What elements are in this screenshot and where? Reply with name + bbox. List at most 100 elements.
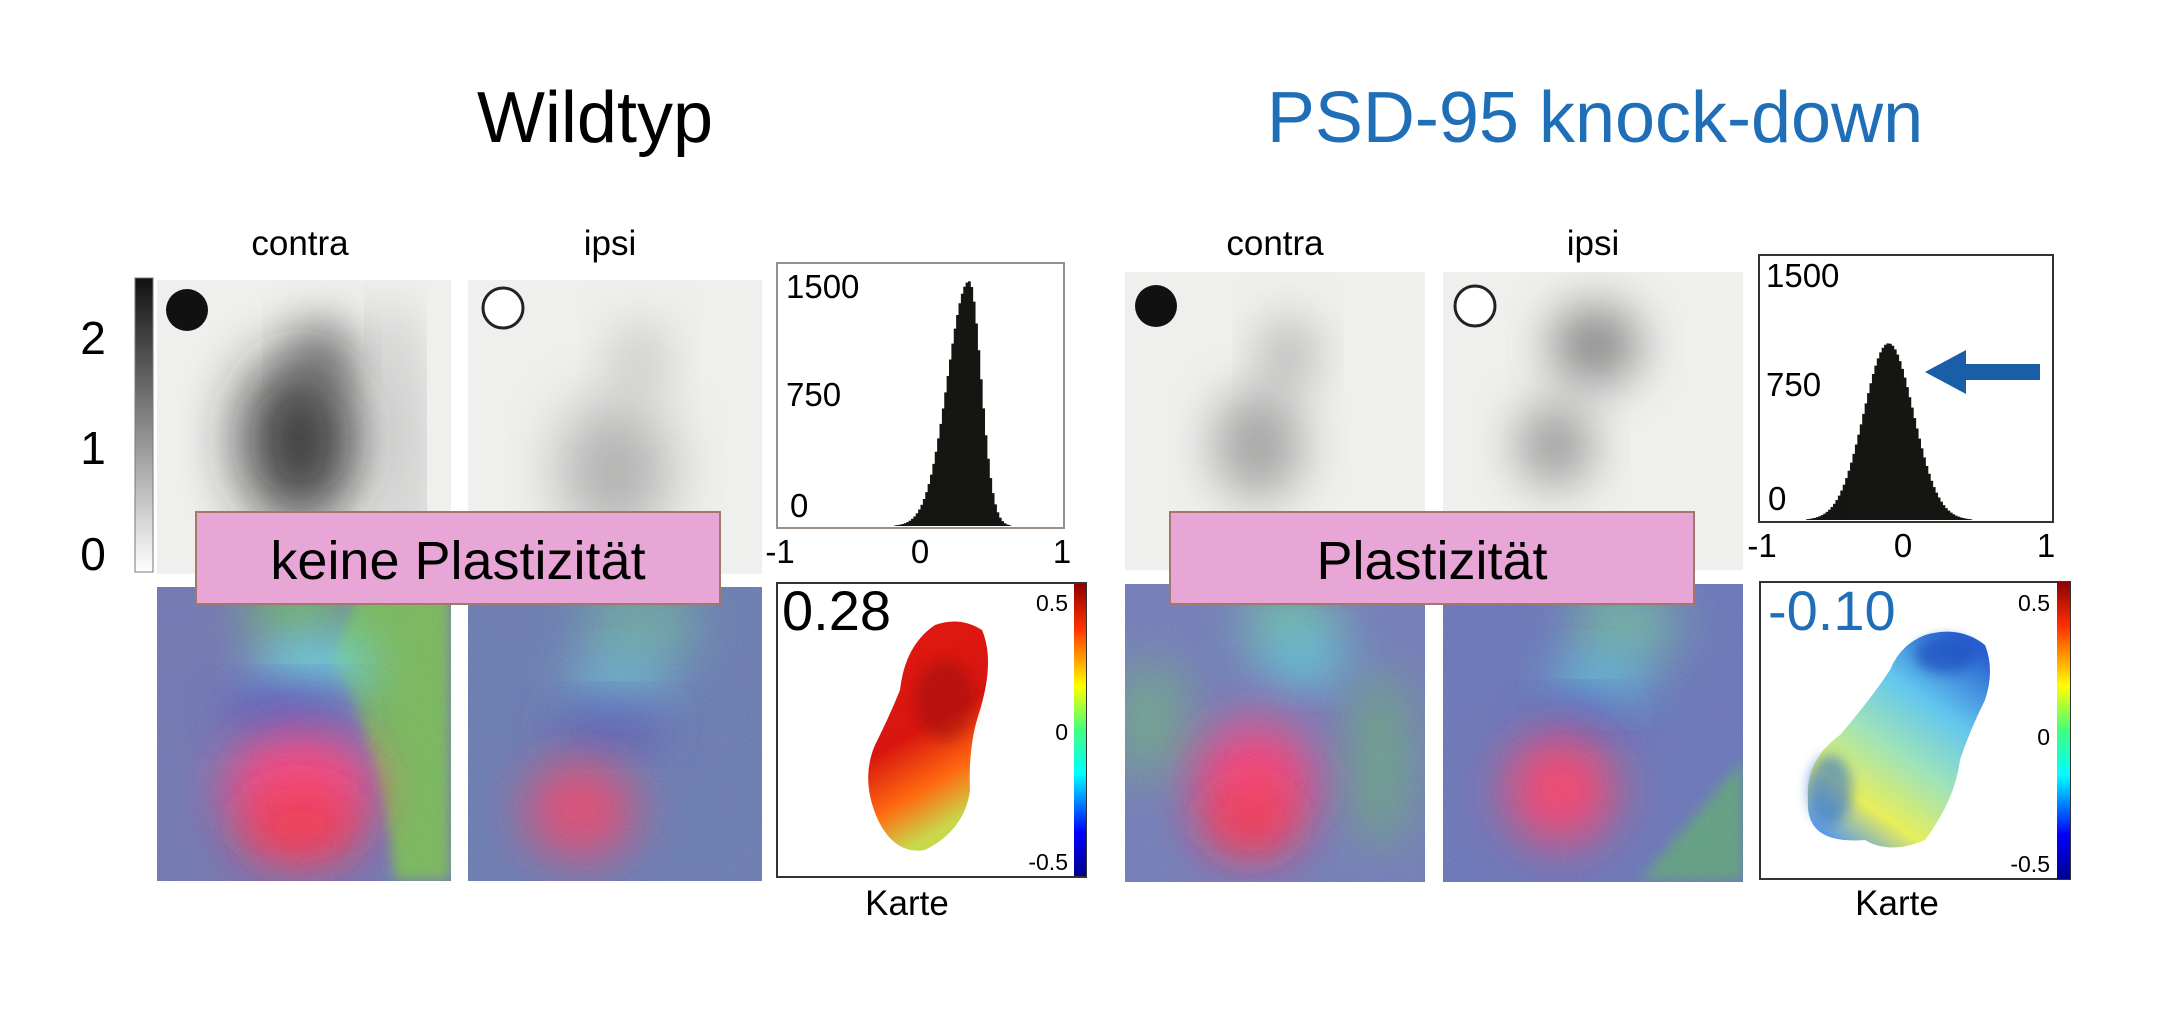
- wt-histogram-bar: [946, 375, 950, 526]
- wt-histogram-bar: [963, 286, 967, 526]
- wt-histogram-bar: [911, 518, 914, 526]
- kd-histogram-bar: [1806, 519, 1810, 520]
- wt-histogram-bar: [972, 301, 976, 526]
- kd-histogram-bar: [1913, 418, 1917, 520]
- kd-histogram-bar: [1825, 511, 1829, 520]
- kd-karte-label: Karte: [1855, 884, 1939, 923]
- wt-histogram-bar: [908, 520, 912, 526]
- wt-histogram-bar: [903, 523, 907, 526]
- kd-histogram-bar: [1811, 518, 1814, 520]
- kd-map-value: -0.10: [1768, 579, 1896, 642]
- kd-histogram: 1500 750 0 -1 0 1: [1747, 254, 2055, 564]
- kd-histogram-bar: [1893, 349, 1897, 520]
- knockdown-title: PSD-95 knock-down: [1267, 78, 1923, 158]
- kd-histogram-bars: [1806, 343, 1973, 520]
- wt-banner-text: keine Plastizität: [270, 531, 645, 591]
- wt-histogram-bar: [906, 522, 910, 526]
- kd-histogram-bar: [1879, 352, 1883, 520]
- wt-histogram-bar: [991, 493, 995, 526]
- kd-histogram-bar: [1957, 516, 1960, 520]
- wt-hist-xtick: 1: [1053, 533, 1071, 570]
- wildtype-title: Wildtyp: [477, 78, 713, 158]
- wt-histogram-bar: [987, 458, 990, 526]
- kd-karte-panel: -0.10 0.5 0 -0.5 Karte: [1759, 579, 2071, 923]
- kd-histogram-bar: [1947, 510, 1951, 520]
- kd-histogram-bar: [1886, 343, 1890, 520]
- kd-histogram-bar: [1854, 444, 1858, 520]
- wt-histogram-bar: [941, 408, 945, 526]
- kd-histogram-bar: [1923, 457, 1926, 520]
- kd-histogram-bar: [1952, 514, 1956, 520]
- kd-histogram-bar: [1944, 508, 1948, 520]
- wt-hist-ytick: 0: [790, 487, 808, 524]
- kd-histogram-bar: [1862, 413, 1866, 520]
- kd-histogram-bar: [1852, 453, 1856, 520]
- kd-histogram-bar: [1891, 345, 1895, 520]
- wt-histogram-bar: [939, 423, 943, 526]
- kd-histogram-bar: [1815, 517, 1819, 520]
- wt-histogram-bar: [934, 451, 938, 526]
- filled-circle-icon: [166, 289, 208, 331]
- wt-histogram-bar: [968, 281, 971, 526]
- kd-histogram-bar: [1833, 503, 1836, 520]
- wt-histogram-bar: [989, 478, 993, 526]
- wt-histogram-bar: [1006, 524, 1009, 526]
- wt-histogram-bar: [894, 525, 898, 526]
- wt-histogram-bar: [915, 513, 919, 526]
- wt-histogram-bar: [922, 499, 926, 526]
- kd-histogram-bar: [1840, 490, 1844, 520]
- kd-histogram-bar: [1915, 428, 1919, 520]
- kd-histogram-bar: [1820, 515, 1824, 520]
- kd-histogram-bar: [1949, 512, 1953, 520]
- kd-hist-ytick: 750: [1766, 366, 1821, 403]
- filled-circle-icon: [1135, 285, 1177, 327]
- kd-histogram-bar: [1964, 518, 1968, 520]
- wt-histogram-bar: [913, 516, 917, 526]
- wt-ipsi-phase-map: [468, 587, 762, 881]
- kd-histogram-bar: [1864, 403, 1868, 520]
- kd-histogram-bar: [1918, 438, 1921, 520]
- kd-histogram-bar: [1828, 509, 1831, 520]
- kd-hist-ytick: 1500: [1766, 257, 1839, 294]
- kd-histogram-bar: [1823, 513, 1827, 520]
- kd-histogram-bar: [1927, 473, 1931, 520]
- kd-ipsi-label: ipsi: [1567, 224, 1620, 263]
- kd-histogram-bar: [1888, 343, 1892, 520]
- wt-histogram-bar: [953, 328, 957, 526]
- wt-contra-phase-map: [157, 587, 451, 881]
- wt-histogram-bar: [960, 293, 964, 526]
- kd-histogram-bar: [1869, 383, 1873, 520]
- kd-histogram-bar: [1937, 497, 1941, 520]
- open-circle-icon: [481, 286, 525, 330]
- kd-histogram-bar: [1954, 515, 1958, 520]
- open-circle-icon: [1453, 284, 1497, 328]
- wt-colorbar-tick: 0.5: [1036, 590, 1068, 616]
- kd-colorbar-tick: 0.5: [2018, 590, 2050, 616]
- wt-ipsi-label: ipsi: [584, 224, 637, 263]
- kd-histogram-bar: [1966, 518, 1970, 520]
- wt-histogram-bar: [949, 359, 952, 526]
- wt-colorbar-tick: -0.5: [1028, 849, 1068, 875]
- wt-histogram-bar: [925, 492, 929, 526]
- wt-histogram-bar: [901, 524, 905, 526]
- kd-histogram-bar: [1906, 387, 1909, 520]
- kd-histogram-bar: [1903, 377, 1907, 520]
- wt-histogram-bar: [944, 392, 948, 526]
- wt-histogram-bar: [977, 350, 981, 526]
- kd-histogram-bar: [1898, 361, 1902, 520]
- kd-histogram-bar: [1835, 500, 1839, 520]
- wt-histogram-bar: [951, 343, 955, 526]
- wt-histogram-bar: [998, 517, 1002, 526]
- wt-histogram-bar: [956, 315, 959, 526]
- wt-histogram-bar: [994, 504, 997, 526]
- wt-hist-xtick: -1: [765, 533, 794, 570]
- kd-histogram-bar: [1884, 344, 1887, 520]
- wt-contra-label: contra: [251, 224, 349, 263]
- wt-histogram-bar: [965, 282, 969, 526]
- left-arrow-icon: [1925, 350, 2040, 394]
- wt-histogram: 1500 750 0 -1 0 1: [765, 262, 1071, 570]
- kd-histogram-bar: [1850, 462, 1853, 520]
- wt-hist-xtick: 0: [911, 533, 929, 570]
- kd-banner: Plastizität: [1169, 511, 1695, 605]
- kd-histogram-bar: [1910, 407, 1914, 520]
